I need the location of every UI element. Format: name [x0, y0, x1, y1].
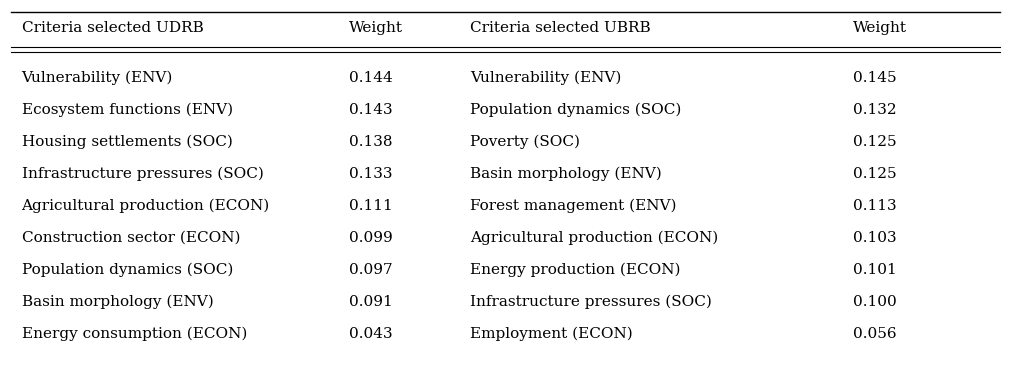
Text: 0.097: 0.097 — [349, 262, 393, 277]
Text: 0.125: 0.125 — [853, 135, 897, 149]
Text: Infrastructure pressures (SOC): Infrastructure pressures (SOC) — [470, 294, 712, 309]
Text: Construction sector (ECON): Construction sector (ECON) — [21, 231, 240, 244]
Text: 0.144: 0.144 — [349, 71, 393, 85]
Text: Energy production (ECON): Energy production (ECON) — [470, 262, 680, 277]
Text: Criteria selected UBRB: Criteria selected UBRB — [470, 21, 651, 35]
Text: 0.099: 0.099 — [349, 231, 393, 244]
Text: Forest management (ENV): Forest management (ENV) — [470, 198, 676, 213]
Text: Ecosystem functions (ENV): Ecosystem functions (ENV) — [21, 102, 233, 117]
Text: 0.143: 0.143 — [349, 103, 393, 117]
Text: 0.138: 0.138 — [349, 135, 392, 149]
Text: Criteria selected UDRB: Criteria selected UDRB — [21, 21, 203, 35]
Text: 0.113: 0.113 — [853, 199, 897, 213]
Text: Vulnerability (ENV): Vulnerability (ENV) — [21, 71, 173, 85]
Text: Agricultural production (ECON): Agricultural production (ECON) — [470, 231, 719, 245]
Text: 0.100: 0.100 — [853, 295, 897, 309]
Text: 0.125: 0.125 — [853, 167, 897, 181]
Text: Vulnerability (ENV): Vulnerability (ENV) — [470, 71, 622, 85]
Text: 0.103: 0.103 — [853, 231, 897, 244]
Text: Infrastructure pressures (SOC): Infrastructure pressures (SOC) — [21, 167, 264, 181]
Text: Basin morphology (ENV): Basin morphology (ENV) — [470, 167, 662, 181]
Text: Employment (ECON): Employment (ECON) — [470, 326, 633, 341]
Text: Energy consumption (ECON): Energy consumption (ECON) — [21, 326, 247, 341]
Text: 0.056: 0.056 — [853, 326, 897, 340]
Text: Population dynamics (SOC): Population dynamics (SOC) — [21, 262, 233, 277]
Text: 0.111: 0.111 — [349, 199, 393, 213]
Text: 0.145: 0.145 — [853, 71, 897, 85]
Text: 0.133: 0.133 — [349, 167, 392, 181]
Text: 0.091: 0.091 — [349, 295, 393, 309]
Text: Population dynamics (SOC): Population dynamics (SOC) — [470, 102, 681, 117]
Text: 0.043: 0.043 — [349, 326, 393, 340]
Text: Weight: Weight — [349, 21, 403, 35]
Text: 0.132: 0.132 — [853, 103, 897, 117]
Text: Basin morphology (ENV): Basin morphology (ENV) — [21, 294, 213, 309]
Text: Agricultural production (ECON): Agricultural production (ECON) — [21, 198, 270, 213]
Text: Weight: Weight — [853, 21, 907, 35]
Text: 0.101: 0.101 — [853, 262, 897, 277]
Text: Housing settlements (SOC): Housing settlements (SOC) — [21, 135, 233, 149]
Text: Poverty (SOC): Poverty (SOC) — [470, 135, 580, 149]
